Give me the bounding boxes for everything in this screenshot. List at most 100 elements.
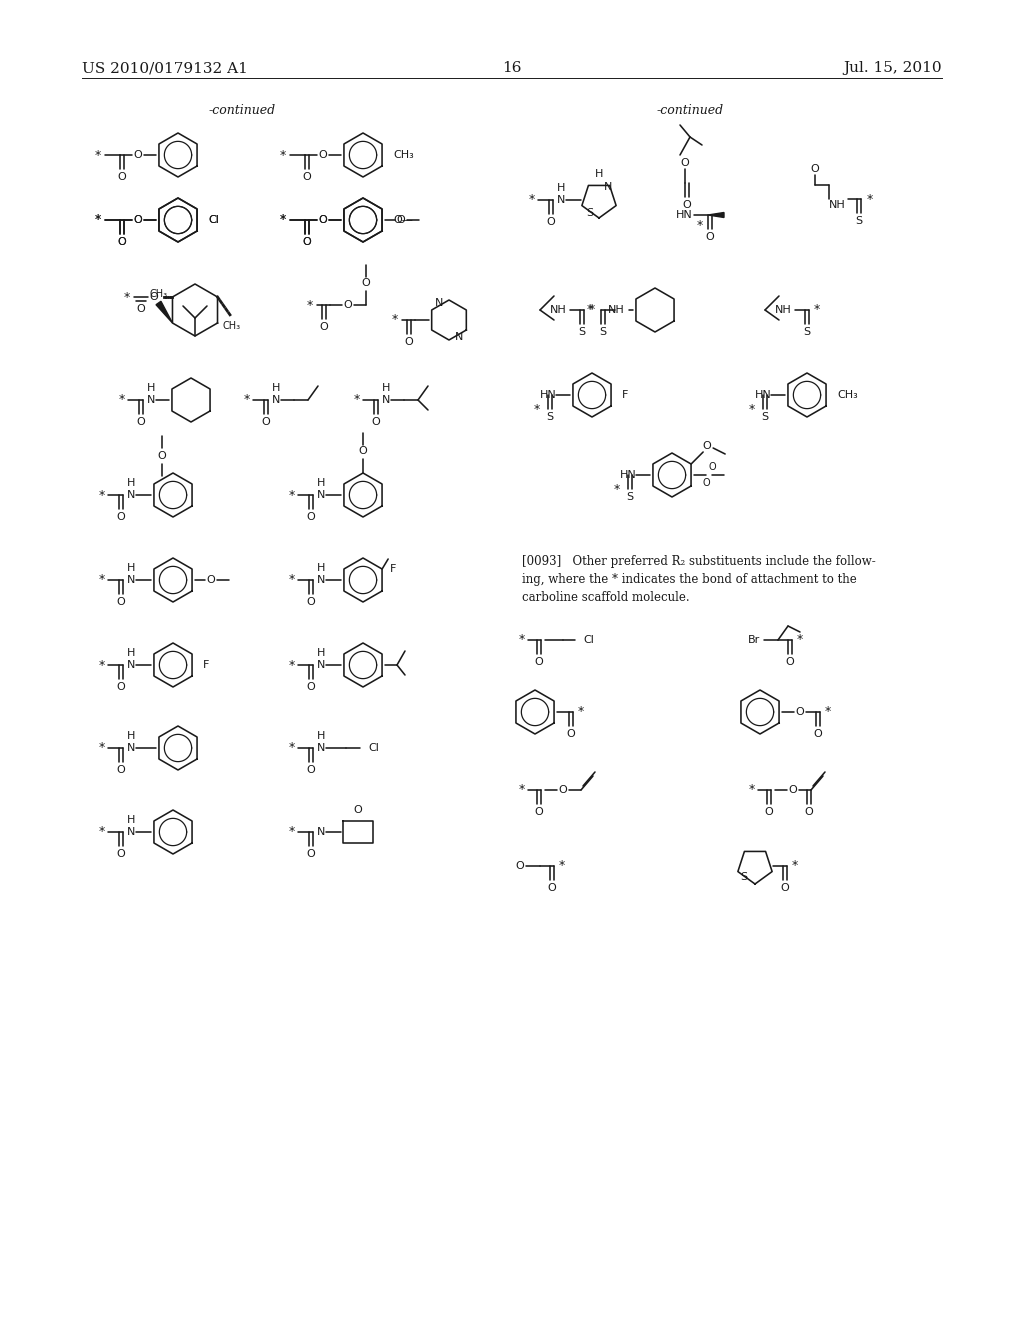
Text: O: O bbox=[207, 576, 215, 585]
Text: O: O bbox=[133, 150, 142, 160]
Text: *: * bbox=[95, 214, 101, 227]
Text: O: O bbox=[361, 279, 371, 288]
Polygon shape bbox=[582, 185, 616, 218]
Text: *: * bbox=[307, 298, 313, 312]
Polygon shape bbox=[154, 643, 193, 686]
Text: S: S bbox=[804, 327, 811, 337]
Text: S: S bbox=[579, 327, 586, 337]
Text: *: * bbox=[797, 634, 803, 647]
Text: O: O bbox=[136, 304, 144, 314]
Polygon shape bbox=[154, 558, 193, 602]
Text: H: H bbox=[127, 648, 135, 657]
Text: Br: Br bbox=[748, 635, 760, 645]
Text: *: * bbox=[825, 705, 831, 718]
Text: O: O bbox=[303, 172, 311, 182]
Text: O: O bbox=[396, 215, 406, 224]
Text: Cl: Cl bbox=[208, 215, 219, 224]
Polygon shape bbox=[154, 473, 193, 517]
Polygon shape bbox=[172, 284, 217, 337]
Polygon shape bbox=[516, 690, 554, 734]
Text: *: * bbox=[289, 659, 295, 672]
Text: O: O bbox=[811, 164, 819, 174]
Polygon shape bbox=[653, 453, 691, 498]
Text: *: * bbox=[280, 214, 286, 227]
Text: S: S bbox=[740, 871, 748, 882]
Text: *: * bbox=[697, 219, 703, 231]
Text: N: N bbox=[127, 743, 135, 752]
Text: [0093]   Other preferred R₂ substituents include the follow-
ing, where the * in: [0093] Other preferred R₂ substituents i… bbox=[522, 554, 876, 605]
Polygon shape bbox=[344, 558, 382, 602]
Text: *: * bbox=[578, 705, 584, 718]
Text: NH: NH bbox=[774, 305, 792, 315]
Text: O: O bbox=[261, 417, 270, 426]
Text: O: O bbox=[372, 417, 380, 426]
Polygon shape bbox=[344, 198, 382, 242]
Text: *: * bbox=[98, 659, 105, 672]
Polygon shape bbox=[432, 300, 466, 341]
Polygon shape bbox=[343, 821, 373, 843]
Text: *: * bbox=[244, 393, 250, 407]
Polygon shape bbox=[636, 288, 674, 333]
Text: H: H bbox=[127, 478, 135, 488]
Text: O: O bbox=[303, 238, 311, 247]
Text: O: O bbox=[535, 657, 544, 667]
Text: O: O bbox=[796, 708, 805, 717]
Text: *: * bbox=[519, 634, 525, 647]
Text: -continued: -continued bbox=[656, 103, 724, 116]
Text: *: * bbox=[867, 193, 873, 206]
Text: *: * bbox=[289, 825, 295, 838]
Polygon shape bbox=[344, 133, 382, 177]
Text: O: O bbox=[785, 657, 795, 667]
Text: S: S bbox=[587, 207, 594, 218]
Text: O: O bbox=[118, 238, 126, 247]
Text: O: O bbox=[136, 417, 145, 426]
Text: N: N bbox=[271, 395, 281, 405]
Text: O: O bbox=[303, 238, 311, 247]
Text: CH₃: CH₃ bbox=[150, 289, 168, 300]
Text: *: * bbox=[98, 488, 105, 502]
Text: S: S bbox=[547, 412, 554, 422]
Text: NH: NH bbox=[828, 201, 846, 210]
Text: N: N bbox=[455, 333, 463, 342]
Text: S: S bbox=[855, 216, 862, 226]
Text: *: * bbox=[123, 290, 130, 304]
Text: O: O bbox=[318, 215, 328, 224]
Text: N: N bbox=[604, 182, 612, 193]
Text: H: H bbox=[595, 169, 603, 180]
Text: O: O bbox=[117, 597, 125, 607]
Text: O: O bbox=[788, 785, 798, 795]
Text: O: O bbox=[559, 785, 567, 795]
Text: O: O bbox=[306, 766, 315, 775]
Text: NH: NH bbox=[608, 305, 625, 315]
Text: *: * bbox=[98, 573, 105, 586]
Text: O: O bbox=[780, 883, 790, 894]
Text: O: O bbox=[306, 597, 315, 607]
Text: H: H bbox=[316, 478, 326, 488]
Text: CH₃: CH₃ bbox=[222, 321, 241, 331]
Text: *: * bbox=[749, 403, 755, 416]
Text: O: O bbox=[566, 729, 575, 739]
Polygon shape bbox=[159, 198, 197, 242]
Text: N: N bbox=[127, 576, 135, 585]
Text: O: O bbox=[319, 322, 329, 333]
Text: *: * bbox=[280, 149, 286, 161]
Text: O: O bbox=[683, 201, 691, 210]
Polygon shape bbox=[344, 198, 382, 242]
Text: H: H bbox=[382, 383, 390, 393]
Text: CH₃: CH₃ bbox=[393, 150, 414, 160]
Text: *: * bbox=[95, 149, 101, 161]
Text: O: O bbox=[547, 216, 555, 227]
Text: CH₃: CH₃ bbox=[837, 389, 858, 400]
Text: O: O bbox=[805, 807, 813, 817]
Text: N: N bbox=[127, 660, 135, 671]
Text: O—: O— bbox=[393, 215, 413, 224]
Text: *: * bbox=[289, 573, 295, 586]
Polygon shape bbox=[156, 301, 172, 323]
Text: *: * bbox=[792, 859, 798, 873]
Text: *: * bbox=[534, 403, 540, 416]
Polygon shape bbox=[159, 198, 197, 242]
Text: O: O bbox=[118, 172, 126, 182]
Text: O: O bbox=[814, 729, 822, 739]
Text: O: O bbox=[117, 682, 125, 692]
Text: *: * bbox=[98, 742, 105, 755]
